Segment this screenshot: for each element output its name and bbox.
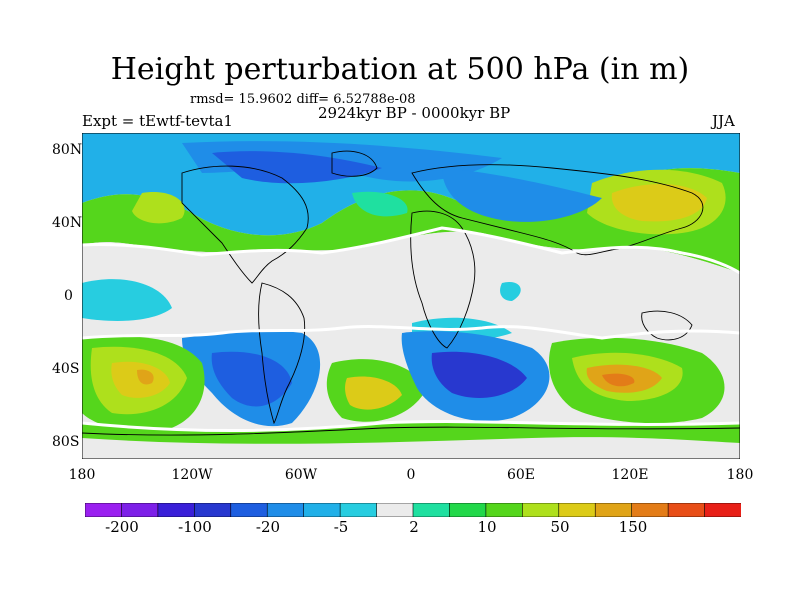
colorbar-label: 50	[550, 518, 570, 536]
colorbar-swatch	[157, 503, 196, 517]
colorbar-swatch	[631, 503, 669, 517]
colorbar-swatch	[412, 503, 451, 517]
lon-tick-label: 180	[68, 467, 96, 483]
colorbar-label: -200	[105, 518, 139, 536]
period-label: 2924kyr BP - 0000kyr BP	[318, 104, 511, 122]
lon-tick-label: 120E	[611, 467, 649, 483]
colorbar	[85, 503, 741, 517]
lon-tick-label: 60W	[284, 467, 318, 483]
experiment-label: Expt = tEwtf-tevta1	[82, 112, 233, 130]
coastlines	[82, 150, 740, 436]
colorbar-swatch	[266, 503, 305, 517]
map-plot	[82, 133, 740, 459]
colorbar-label: 150	[618, 518, 648, 536]
colorbar-label: 2	[409, 518, 419, 536]
lon-tick-label: 120W	[171, 467, 213, 483]
lat-tick-label: 40N	[52, 215, 83, 231]
colorbar-label: -5	[333, 518, 349, 536]
colorbar-swatch	[121, 503, 159, 517]
colorbar-swatch	[704, 503, 741, 517]
lon-tick-label: 0	[406, 467, 416, 483]
lon-tick-label: 60E	[506, 467, 536, 483]
lat-tick-label: 40S	[52, 361, 80, 377]
colorbar-swatch	[667, 503, 706, 517]
colorbar-swatch	[230, 503, 269, 517]
colorbar-swatch	[594, 503, 633, 517]
colorbar-swatch	[339, 503, 378, 517]
colorbar-swatch	[376, 503, 414, 517]
colorbar-label: -20	[255, 518, 281, 536]
colorbar-swatch	[522, 503, 560, 517]
colorbar-swatch	[449, 503, 487, 517]
colorbar-swatch	[194, 503, 232, 517]
figure-title: Height perturbation at 500 hPa (in m)	[110, 52, 690, 87]
colorbar-label: -100	[178, 518, 212, 536]
lat-tick-label: 0	[64, 288, 73, 304]
lat-tick-label: 80S	[52, 434, 80, 450]
colorbar-label: 10	[477, 518, 497, 536]
colorbar-swatch	[558, 503, 597, 517]
season-label: JJA	[712, 112, 735, 130]
colorbar-swatch	[85, 503, 123, 517]
stats-label: rmsd= 15.9602 diff= 6.52788e-08	[190, 92, 416, 107]
colorbar-swatch	[485, 503, 524, 517]
zero-contours	[82, 226, 740, 432]
lat-tick-label: 80N	[52, 142, 83, 158]
lon-tick-label: 180	[726, 467, 754, 483]
colorbar-swatch	[303, 503, 341, 517]
